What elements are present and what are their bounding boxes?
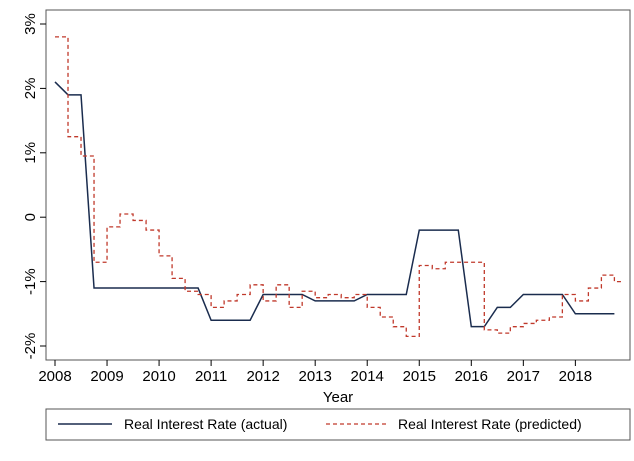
x-tick-label: 2017 [507,368,540,385]
x-axis-title: Year [323,389,353,406]
x-tick-label: 2008 [38,368,71,385]
y-tick-label: 2% [22,78,39,100]
x-tick-label: 2015 [403,368,436,385]
x-tick-label: 2014 [351,368,384,385]
y-tick-label: 1% [22,142,39,164]
y-tick-label: 0 [22,213,39,221]
x-tick-label: 2009 [90,368,123,385]
x-tick-label: 2013 [298,368,331,385]
x-tick-label: 2011 [195,368,227,385]
x-tick-label: 2010 [142,368,175,385]
y-tick-label: 3% [22,13,39,35]
y-tick-label: -2% [22,333,39,360]
legend-label-actual: Real Interest Rate (actual) [124,416,287,432]
x-axis: 2008 2009 2010 2011 2012 2013 2014 2015 2016 2017… [38,360,592,385]
y-tick-label: -1% [22,268,39,295]
series-line-predicted [55,36,623,337]
y-axis: -2% -1% 0 1% 2% 3% [22,13,46,359]
x-tick-label: 2016 [455,368,488,385]
x-tick-label: 2012 [246,368,279,385]
plot-frame [45,9,631,361]
series-layer [54,36,623,337]
legend-label-predicted: Real Interest Rate (predicted) [398,416,582,432]
series-line-actual [54,81,615,328]
legend-box [45,408,631,441]
legend: Real Interest Rate (actual) Real Interes… [45,408,631,441]
x-tick-label: 2018 [559,368,592,385]
